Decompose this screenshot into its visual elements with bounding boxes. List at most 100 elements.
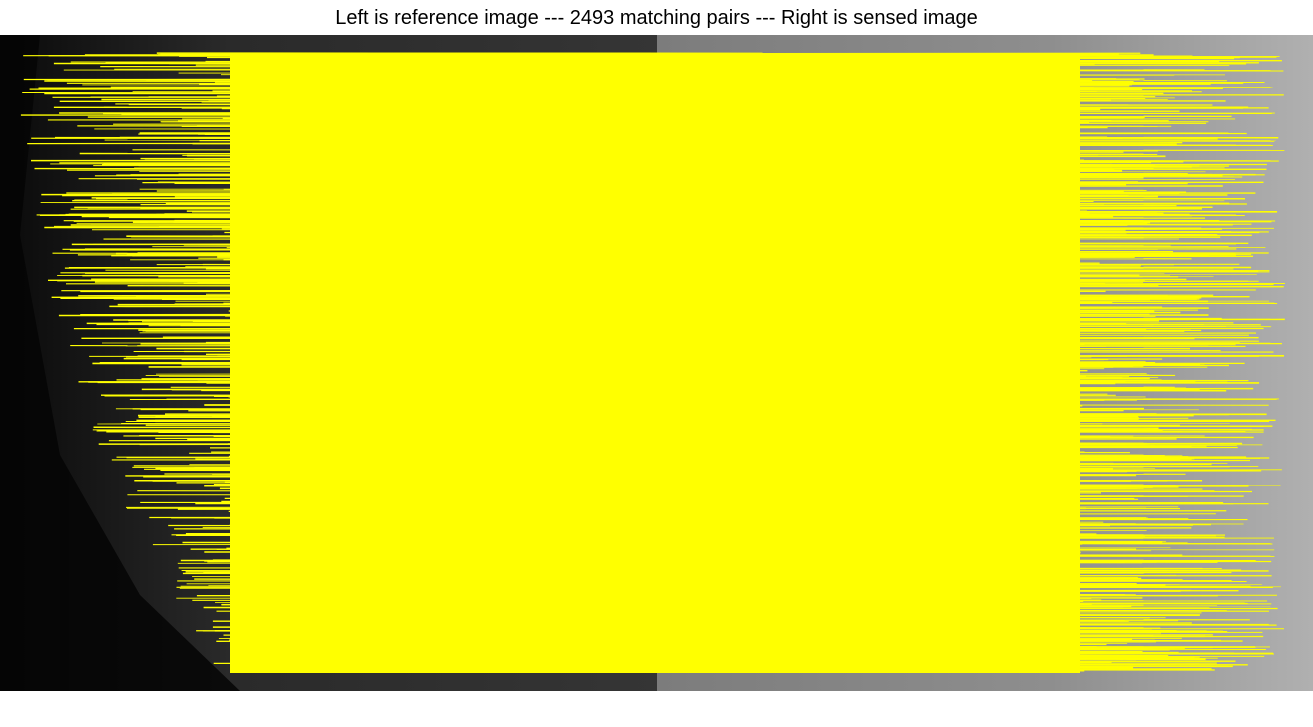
match-line	[204, 404, 1083, 407]
match-line	[218, 637, 1050, 639]
match-line	[251, 646, 1256, 649]
match-line	[109, 305, 1163, 309]
match-line	[283, 369, 1088, 372]
match-line	[288, 366, 1047, 370]
match-line	[74, 199, 1225, 202]
match-line	[219, 487, 1203, 490]
match-line	[290, 592, 1066, 595]
match-line	[308, 189, 1008, 192]
match-line	[284, 459, 1251, 463]
match-line	[181, 364, 1230, 367]
match-line	[123, 435, 1111, 437]
match-line	[98, 428, 1043, 431]
match-line	[379, 540, 1166, 542]
image-pair-canvas	[0, 35, 1313, 691]
reference-image-dark-corner	[0, 35, 240, 691]
match-line	[133, 465, 1230, 468]
match-line	[99, 361, 1146, 364]
match-line	[289, 224, 1128, 227]
match-line	[157, 181, 1146, 184]
match-line	[117, 303, 1076, 306]
match-line	[443, 565, 1001, 568]
match-line	[271, 256, 1135, 259]
match-line	[261, 197, 1246, 200]
match-line	[148, 96, 1013, 99]
match-line	[334, 634, 1213, 637]
match-line	[386, 663, 1248, 666]
match-line	[293, 135, 1045, 137]
match-line	[272, 184, 1027, 187]
match-line	[158, 53, 1119, 56]
match-line	[429, 654, 1115, 657]
match-line	[186, 154, 1166, 158]
match-line	[196, 594, 1093, 597]
match-line	[241, 666, 1024, 668]
match-line	[182, 572, 1144, 575]
match-line	[459, 616, 1150, 619]
match-line	[334, 605, 1054, 607]
match-line	[286, 126, 1108, 130]
match-line	[155, 436, 1254, 440]
match-line	[228, 510, 1227, 513]
match-line	[199, 140, 1275, 142]
match-line	[341, 317, 1222, 320]
match-line	[314, 74, 1032, 78]
match-line	[374, 632, 1002, 634]
match-line	[206, 382, 1062, 385]
match-line	[77, 124, 1033, 127]
match-line	[91, 228, 1223, 231]
match-line	[244, 74, 1175, 77]
match-line	[183, 244, 1171, 247]
match-line	[212, 473, 1027, 476]
match-line	[198, 257, 1192, 260]
match-line	[269, 297, 1200, 300]
match-line	[383, 530, 1147, 532]
match-line	[44, 80, 1134, 83]
match-line	[27, 142, 1183, 145]
match-line	[159, 376, 1123, 378]
match-line	[113, 318, 1285, 321]
match-line	[204, 404, 1269, 406]
match-line	[349, 457, 1270, 460]
match-line	[140, 203, 1177, 207]
match-line	[296, 202, 1247, 205]
match-line	[335, 309, 1199, 311]
match-line	[381, 462, 1228, 464]
match-line	[296, 185, 1223, 188]
match-line	[105, 60, 1097, 63]
match-line	[154, 419, 1190, 422]
match-line	[437, 620, 1079, 623]
match-line	[23, 78, 1145, 81]
match-line	[322, 533, 1097, 536]
match-line	[185, 532, 1029, 535]
match-line	[327, 522, 1244, 525]
match-line	[294, 470, 1137, 472]
match-line	[41, 192, 1071, 196]
match-line	[490, 664, 1229, 667]
match-line	[117, 323, 1204, 325]
match-line	[201, 101, 1058, 104]
match-line	[263, 579, 1069, 581]
match-line	[247, 453, 1183, 456]
match-line	[313, 535, 1022, 538]
match-line	[294, 387, 1172, 390]
match-lines-group	[20, 52, 1285, 673]
match-line	[302, 471, 1128, 474]
match-line	[223, 301, 1113, 304]
match-line	[283, 635, 1264, 639]
match-line	[224, 480, 1132, 483]
match-line	[232, 160, 1184, 163]
match-line	[360, 661, 1112, 664]
match-line	[177, 562, 1218, 564]
match-line	[103, 161, 1112, 164]
match-line	[397, 639, 1222, 643]
match-line	[257, 397, 1044, 399]
match-line	[299, 90, 1075, 93]
match-line	[365, 600, 1084, 602]
match-line	[211, 451, 1130, 454]
match-line	[360, 513, 1216, 515]
match-line	[421, 642, 1107, 646]
match-line	[244, 518, 1248, 521]
match-line	[249, 187, 1061, 190]
